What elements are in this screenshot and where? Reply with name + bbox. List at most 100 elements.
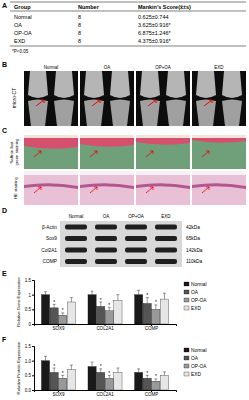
table-header: Mankin's Score(x̄±s) — [138, 4, 191, 10]
x-tick: COL2A1 — [96, 324, 114, 331]
column-label: OA — [104, 65, 111, 70]
blot-band — [95, 259, 117, 264]
blot-band — [95, 236, 117, 241]
tick-label: 1 — [28, 293, 31, 298]
table-rule — [10, 2, 246, 3]
tissue — [24, 183, 78, 189]
column-label: Normal — [69, 214, 84, 219]
bone — [196, 100, 216, 127]
blot-background — [60, 221, 182, 267]
bar — [160, 299, 168, 324]
y-axis-title: Relative Gene Expression — [16, 277, 21, 327]
table-cell: 8 — [78, 38, 81, 44]
histology-image — [80, 135, 134, 169]
tissue — [192, 171, 246, 175]
bar — [135, 372, 143, 390]
histology-image — [24, 135, 78, 169]
arrow — [92, 100, 100, 106]
bar — [97, 372, 105, 390]
blot-band — [155, 225, 177, 230]
row-label: β-Actin — [42, 225, 57, 230]
bone — [28, 71, 48, 98]
error-bar — [163, 372, 166, 376]
tick-mark — [32, 375, 34, 376]
table-cell: 6.875±1.246* — [138, 30, 172, 36]
image-background — [80, 71, 134, 126]
error-bar — [154, 305, 157, 309]
tick-label: 0 — [28, 322, 31, 327]
image-background — [24, 71, 78, 126]
tissue — [136, 135, 190, 145]
y-axis: 00.511.5 — [25, 278, 35, 327]
bone — [222, 71, 242, 98]
bone — [84, 71, 104, 98]
row-label: Col2A1 — [41, 248, 57, 253]
axis-line — [32, 347, 35, 391]
bone — [54, 71, 74, 98]
legend-swatch — [184, 290, 189, 294]
blot-band — [155, 248, 177, 253]
x-tick: SOX9 — [52, 390, 65, 397]
error-bar — [116, 295, 119, 301]
x-tick: COMP — [145, 390, 159, 397]
panel-label: D — [2, 207, 7, 214]
histology-image — [24, 171, 78, 205]
tick-mark — [32, 309, 34, 310]
tick-mark — [32, 280, 34, 281]
arrow — [148, 100, 156, 106]
size-label: 42kDa — [186, 225, 200, 230]
significance: * — [108, 302, 110, 308]
bone — [54, 100, 74, 127]
legend-label: EXD — [191, 372, 201, 377]
micro-ct-image — [136, 71, 190, 126]
histology-image — [192, 171, 246, 205]
tissue — [136, 135, 190, 138]
table-cell: EXD — [14, 38, 25, 44]
column-label: OP+OA — [128, 214, 144, 219]
legend-label: OP-OA — [191, 364, 207, 369]
significance: * — [53, 299, 55, 305]
bar — [160, 375, 168, 390]
y-tick: 0.5 — [25, 307, 34, 312]
error-bar — [91, 291, 94, 295]
error-bar — [163, 293, 166, 299]
column-label: OA — [103, 214, 110, 219]
table-cell: OP-OA — [14, 30, 32, 36]
figure: ABCDEFGroupNumberMankin's Score(x̄±s)Nor… — [0, 0, 249, 400]
tick-mark — [32, 295, 34, 296]
arrow — [90, 187, 97, 193]
column-label: Normal — [44, 65, 59, 70]
plot-area — [41, 290, 168, 324]
tissue — [192, 183, 246, 189]
y-axis: 0.00.51.01.5 — [25, 344, 35, 393]
arrow — [146, 187, 153, 193]
micro-ct-image — [24, 71, 78, 126]
bar — [105, 378, 113, 390]
significance: * — [108, 370, 110, 376]
x-tick: COMP — [145, 324, 159, 331]
bar — [41, 295, 49, 324]
panel-label: F — [2, 336, 7, 343]
bar — [88, 295, 96, 324]
arrow — [204, 100, 212, 106]
legend-label: OA — [191, 290, 199, 295]
arrow — [34, 187, 41, 193]
error-bar — [137, 369, 140, 373]
bar — [59, 315, 67, 324]
histology-image — [80, 171, 134, 205]
tick-label: 0.5 — [25, 373, 32, 378]
significance: * — [62, 370, 64, 376]
bar — [97, 306, 105, 324]
bar — [135, 295, 143, 324]
table: GroupNumberMankin's Score(x̄±s)Normal80.… — [10, 2, 246, 54]
significance: * — [146, 370, 148, 376]
tick-label: 1.0 — [25, 359, 32, 364]
image-background — [192, 171, 246, 205]
chart: 0.00.51.01.5SOX9COL2A1COMPRelative Prote… — [16, 341, 207, 397]
bar — [105, 311, 113, 324]
panel-label: B — [2, 61, 7, 68]
table-header: Group — [14, 4, 31, 10]
legend: NormalOAOP-OAEXD — [184, 348, 207, 377]
image-background — [192, 135, 246, 169]
tissue — [192, 135, 246, 143]
